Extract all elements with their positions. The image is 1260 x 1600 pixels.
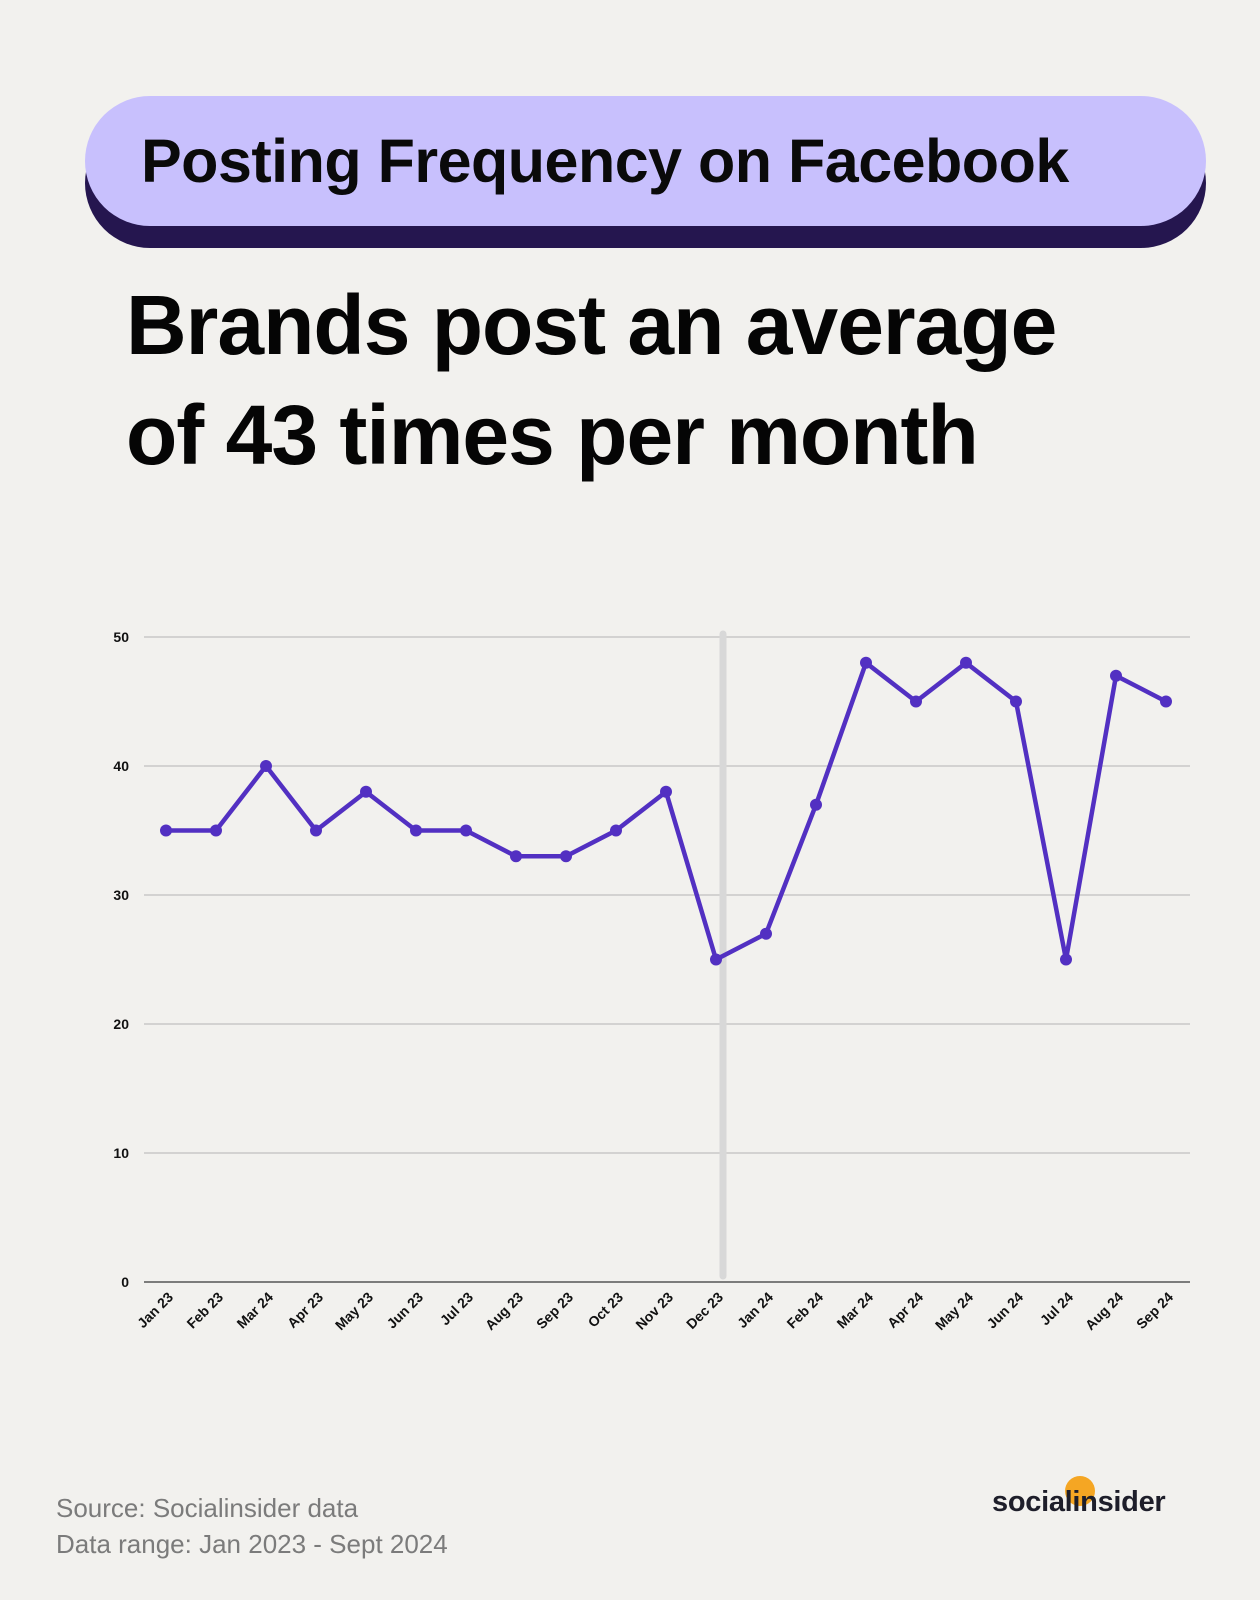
x-tick-label: Jul 23 (437, 1289, 477, 1329)
data-point (910, 695, 922, 708)
banner-title: Posting Frequency on Facebook (141, 127, 1069, 195)
y-tick-label: 10 (113, 1145, 129, 1161)
x-tick-label: Oct 23 (585, 1289, 627, 1331)
headline: Brands post an average of 43 times per m… (126, 270, 1186, 490)
x-tick-label: Mar 24 (833, 1289, 876, 1332)
data-point (860, 656, 872, 669)
data-point (810, 798, 822, 811)
headline-line-1: Brands post an average (126, 278, 1057, 372)
data-point (260, 760, 272, 772)
data-point (310, 824, 322, 837)
data-point (760, 927, 772, 940)
x-tick-label: Jul 24 (1037, 1289, 1077, 1329)
x-tick-label: Dec 23 (683, 1289, 726, 1332)
x-tick-label: Mar 24 (233, 1289, 276, 1332)
data-point (360, 785, 372, 798)
x-tick-label: Aug 23 (482, 1289, 526, 1333)
x-tick-label: Jun 24 (983, 1289, 1026, 1332)
data-point (1060, 953, 1072, 966)
data-point (660, 785, 672, 798)
y-tick-label: 30 (113, 887, 129, 903)
x-tick-label: May 23 (332, 1289, 376, 1333)
data-point (1160, 695, 1172, 708)
x-tick-label: Apr 24 (884, 1289, 926, 1331)
x-tick-label: Jan 24 (734, 1289, 776, 1331)
data-point (560, 850, 572, 863)
y-tick-label: 0 (121, 1274, 129, 1290)
title-banner: Posting Frequency on Facebook (85, 96, 1206, 248)
x-tick-label: Sep 24 (1133, 1289, 1176, 1332)
source-text: Source: Socialinsider data (56, 1493, 359, 1523)
data-range-text: Data range: Jan 2023 - Sept 2024 (56, 1529, 448, 1559)
logo-dot-icon (1065, 1476, 1095, 1506)
x-tick-label: Apr 23 (284, 1289, 326, 1331)
data-point (410, 824, 422, 837)
x-tick-label: Nov 23 (632, 1289, 676, 1333)
data-point (1110, 669, 1122, 682)
data-point (1010, 695, 1022, 708)
y-tick-label: 50 (113, 629, 129, 645)
socialinsider-logo: socialinsider (992, 1476, 1192, 1526)
y-tick-label: 40 (113, 758, 129, 774)
y-tick-label: 20 (113, 1016, 129, 1032)
data-point (610, 824, 622, 837)
line-chart: 0 10 20 30 40 50 Jan 23 Feb 23 Mar 24 Apr 23 May 2… (0, 600, 1260, 1360)
data-point (460, 824, 472, 837)
x-tick-label: Feb 24 (783, 1289, 826, 1332)
title-banner-face: Posting Frequency on Facebook (85, 96, 1206, 226)
source-note: Source: Socialinsider data Data range: J… (56, 1490, 448, 1562)
x-tick-label: Jun 23 (383, 1289, 426, 1332)
logo-text: socialinsider (992, 1486, 1166, 1518)
data-point (510, 850, 522, 863)
x-tick-label: Sep 23 (533, 1289, 576, 1332)
x-tick-label: Aug 24 (1082, 1289, 1126, 1333)
data-point (210, 824, 222, 837)
data-point (710, 953, 722, 966)
data-point (160, 824, 172, 837)
x-tick-label: May 24 (932, 1289, 976, 1333)
x-tick-label: Feb 23 (183, 1289, 226, 1332)
data-point (960, 656, 972, 669)
headline-line-2: of 43 times per month (126, 388, 979, 482)
x-tick-label: Jan 23 (134, 1289, 176, 1331)
